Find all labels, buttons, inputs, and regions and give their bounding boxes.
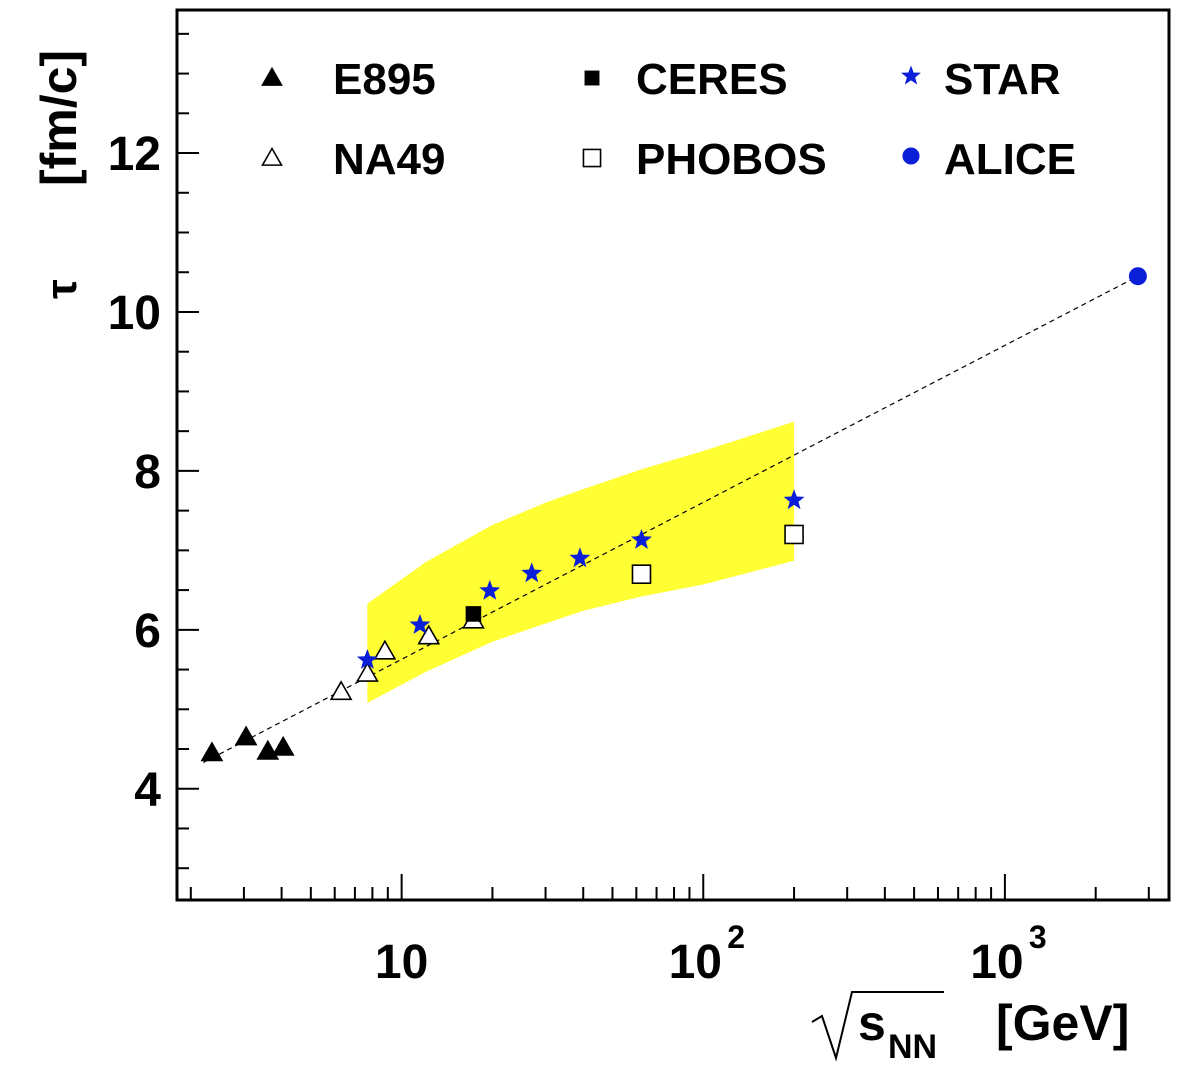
legend: E895 NA49 CERES PHOBOS STAR ALICE bbox=[261, 55, 1076, 184]
x-tick-label: 10 2 bbox=[669, 919, 745, 989]
na49-point bbox=[373, 639, 397, 660]
star-point bbox=[569, 547, 591, 568]
x-tick-base: 10 bbox=[375, 936, 428, 989]
plot-frame bbox=[175, 8, 1171, 902]
x-tick-label: 10 3 bbox=[970, 919, 1046, 989]
x-tick-label: 10 bbox=[375, 936, 428, 989]
star-point bbox=[479, 579, 501, 600]
x-axis-subscript: NN bbox=[888, 1028, 937, 1066]
legend-label-ceres: CERES bbox=[636, 55, 788, 104]
x-tick-exponent: 2 bbox=[727, 919, 745, 955]
x-tick-base: 10 bbox=[669, 936, 722, 989]
phobos-point bbox=[631, 564, 652, 584]
legend-marker-star bbox=[901, 65, 921, 85]
e895-point bbox=[200, 741, 224, 762]
x-axis-title: s NN [GeV] bbox=[811, 991, 1129, 1066]
y-tick-label: 10 bbox=[108, 287, 161, 340]
y-axis-unit: [fm/c] bbox=[31, 50, 87, 186]
sqrt-sign bbox=[811, 991, 944, 1062]
x-tick-exponent: 3 bbox=[1029, 919, 1047, 955]
legend-label-na49: NA49 bbox=[333, 135, 446, 184]
star-point bbox=[356, 649, 378, 669]
x-axis-symbol: s bbox=[858, 995, 886, 1051]
legend-label-phobos: PHOBOS bbox=[636, 135, 827, 184]
e895-point bbox=[271, 735, 295, 756]
legend-marker-ceres bbox=[584, 70, 600, 86]
y-axis-title: τ [fm/c] bbox=[31, 50, 87, 299]
ceres-point bbox=[465, 606, 482, 622]
legend-marker-phobos bbox=[582, 148, 602, 168]
legend-label-star: STAR bbox=[944, 55, 1061, 104]
y-tick-label: 8 bbox=[134, 446, 161, 499]
y-tick-label: 4 bbox=[134, 764, 161, 817]
x-axis-unit: [GeV] bbox=[996, 995, 1129, 1051]
y-axis-symbol: τ bbox=[37, 279, 86, 299]
x-tick-base: 10 bbox=[970, 936, 1023, 989]
y-tick-label: 12 bbox=[108, 128, 161, 181]
e895-point bbox=[256, 739, 280, 760]
na49-point bbox=[417, 624, 441, 645]
legend-label-alice: ALICE bbox=[944, 135, 1076, 184]
star-point bbox=[521, 562, 543, 583]
legend-marker-alice bbox=[902, 147, 920, 165]
star-point bbox=[409, 614, 431, 634]
star-point bbox=[783, 489, 805, 510]
legend-marker-e895 bbox=[261, 66, 283, 86]
legend-label-e895: E895 bbox=[333, 55, 436, 104]
y-tick-label: 6 bbox=[134, 605, 161, 658]
star-point bbox=[631, 529, 652, 549]
data-markers-layer bbox=[200, 267, 1147, 762]
alice-point bbox=[1128, 267, 1147, 286]
na49-point bbox=[329, 680, 353, 701]
phobos-point bbox=[784, 524, 804, 545]
e895-point bbox=[234, 725, 258, 746]
legend-marker-na49 bbox=[261, 146, 283, 166]
na49-point bbox=[356, 661, 379, 682]
